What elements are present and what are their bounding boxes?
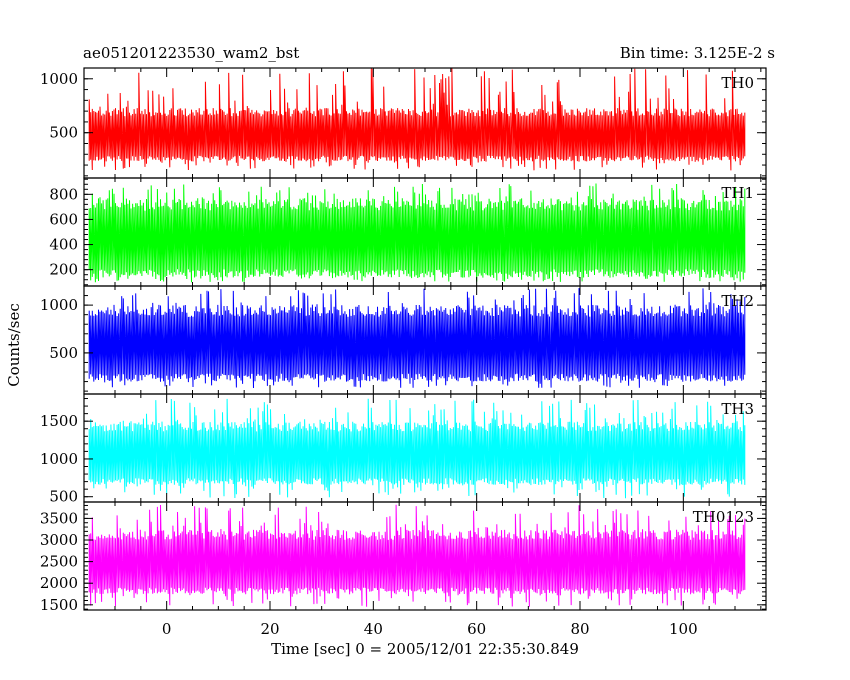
series-trace-th3 [88,398,746,499]
series-label-th2: TH2 [721,292,754,310]
chart-title: ae051201223530_wam2_bst [83,44,299,62]
series-label-th3: TH3 [721,400,754,418]
series-trace-th0123 [88,504,746,607]
x-tick-label: 80 [570,620,589,638]
y-tick-label: 1000 [40,450,78,468]
series-trace-th0 [88,68,746,171]
x-tick-label: 100 [669,620,698,638]
x-axis-label: Time [sec] 0 = 2005/12/01 22:35:30.849 [271,640,579,658]
x-tick-label: 40 [364,620,383,638]
series-label-th0123: TH0123 [693,508,754,526]
bin-time-label: Bin time: 3.125E-2 s [620,44,775,62]
y-tick-label: 200 [49,261,78,279]
series-trace-th1 [88,183,746,283]
series-trace-th2 [88,288,746,389]
y-tick-label: 1000 [40,70,78,88]
y-tick-label: 1500 [40,412,78,430]
y-tick-label: 600 [49,210,78,228]
series-label-th1: TH1 [721,184,754,202]
y-tick-label: 3500 [40,509,78,527]
x-tick-label: 20 [260,620,279,638]
y-tick-label: 1500 [40,596,78,614]
y-tick-label: 500 [49,488,78,506]
y-axis-label: Counts/sec [5,303,23,387]
y-tick-label: 3000 [40,531,78,549]
y-tick-label: 2000 [40,574,78,592]
series-label-th0: TH0 [721,74,754,92]
y-tick-label: 400 [49,236,78,254]
y-tick-label: 500 [49,124,78,142]
y-tick-label: 500 [49,344,78,362]
y-tick-label: 2500 [40,553,78,571]
x-tick-label: 60 [467,620,486,638]
y-tick-label: 800 [49,185,78,203]
x-tick-label: 0 [162,620,172,638]
y-tick-label: 1000 [40,296,78,314]
